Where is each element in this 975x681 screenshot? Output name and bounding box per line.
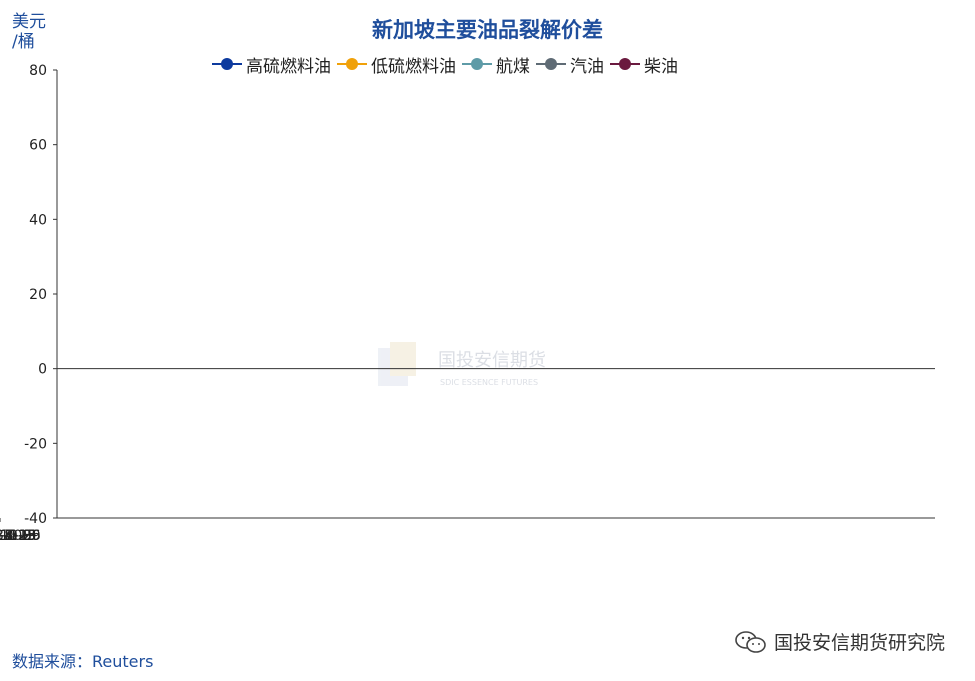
legend-swatch [610,57,640,71]
legend-swatch [337,57,367,71]
legend-item-5: 柴油 [610,52,678,77]
watermark-cn: 国投安信期货 [438,350,546,371]
x-tick-label: 2021-11-29 [0,528,41,544]
chart-title: 新加坡主要油品裂解价差 [372,18,603,42]
y-tick-label: 20 [29,287,47,303]
line-chart: 国投安信期货 SDIC ESSENCE FUTURES -40 -20 0 20 40 6… [0,63,935,544]
y-axis-unit: 美元 /桶 [12,12,46,52]
watermark-en: SDIC ESSENCE FUTURES [440,378,538,387]
legend-item-1: 高硫燃料油 [212,52,331,77]
y-tick-label: 80 [29,63,47,79]
x-tick-label: 2022-4-13 [0,528,36,544]
watermark: 国投安信期货 SDIC ESSENCE FUTURES [378,342,546,387]
x-tick-label: 2023-10-3 [0,528,36,544]
legend-item-2: 低硫燃料油 [337,52,456,77]
legend-label: 柴油 [644,56,678,77]
brand-name: 国投安信期货研究院 [773,632,945,654]
y-tick-label: -40 [24,511,47,527]
legend-label: 高硫燃料油 [246,56,331,77]
brand: 国投安信期货研究院 [734,628,945,655]
legend-label: 汽油 [570,56,604,77]
x-tick-label: 2023-5-23 [0,528,36,544]
legend-swatch [462,57,492,71]
legend-item-4: 汽油 [536,52,604,77]
legend-swatch [212,57,242,71]
y-axis-unit-line1: 美元 [12,12,46,32]
wechat-icon [735,630,766,653]
y-tick-label: 40 [29,212,47,228]
legend-swatch [536,57,566,71]
y-tick-label: 0 [38,362,47,378]
source-note: 数据来源：Reuters [12,652,154,671]
legend-label: 航煤 [496,56,530,77]
legend-label: 低硫燃料油 [371,56,456,77]
x-tick-label: 2021-7-19 [0,528,36,544]
sdic-logo-icon [378,342,416,386]
y-axis-unit-line2: /桶 [12,32,35,52]
legend-item-3: 航煤 [462,52,530,77]
legend: 高硫燃料油 低硫燃料油 航煤 汽油 柴油 [212,52,684,77]
x-tick-label: 2023-1-9 [0,528,32,544]
y-tick-label: -20 [24,436,47,452]
x-tick-label: 2022-8-25 [0,528,36,544]
x-tick-label: 2021-3-8 [0,528,32,544]
y-tick-label: 60 [29,138,47,154]
x-tick-label: 2020-10-26 [0,528,41,544]
